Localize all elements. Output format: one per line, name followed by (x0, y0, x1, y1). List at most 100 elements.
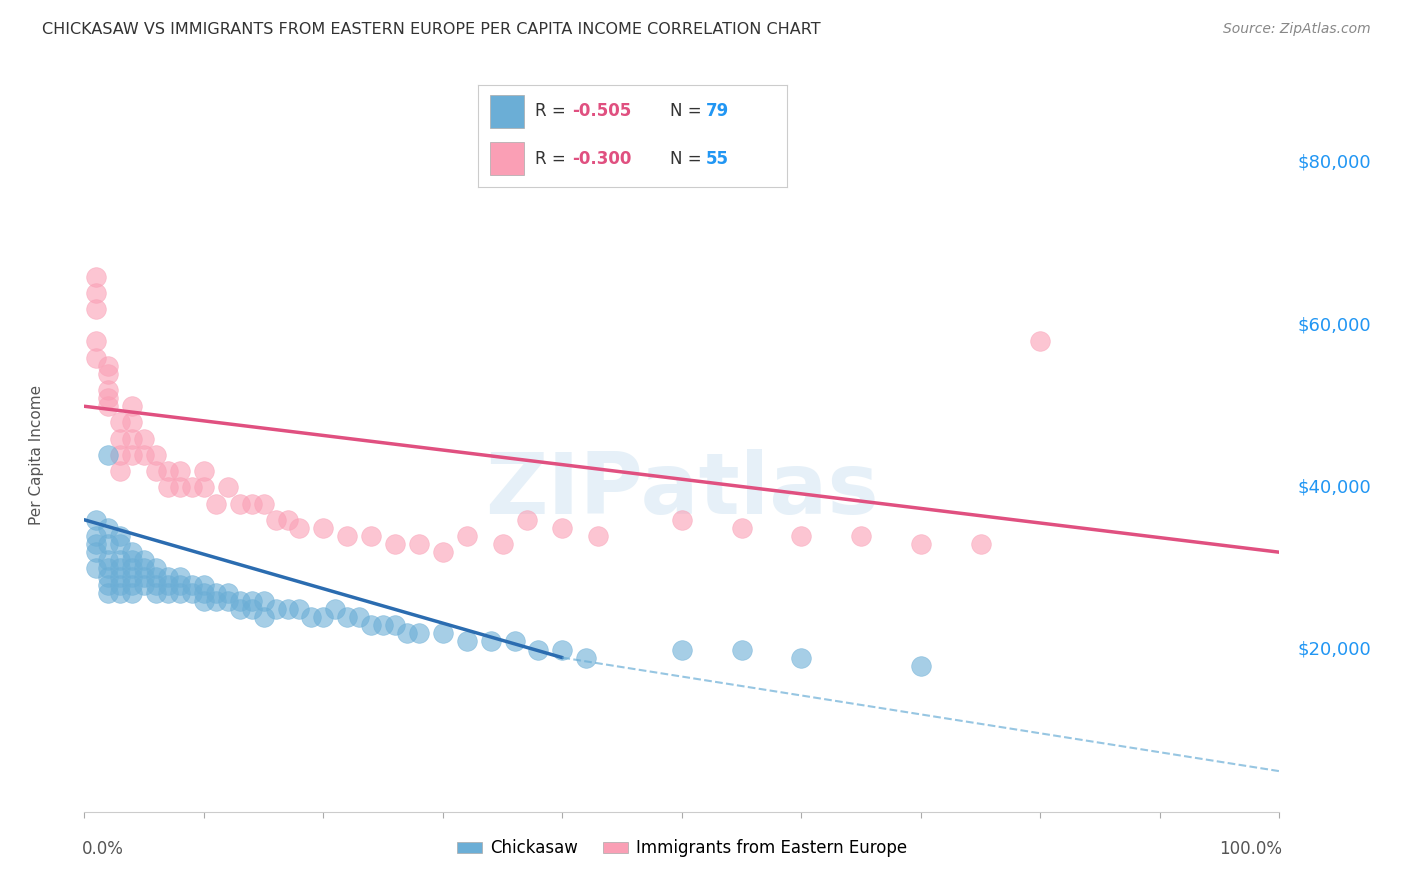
Point (276, 513, 298, 527)
Point (180, 480, 202, 494)
Text: -0.300: -0.300 (572, 150, 631, 168)
Point (97, 569, 120, 583)
Text: -0.505: -0.505 (572, 103, 631, 120)
Point (121, 553, 143, 567)
Point (84, 351, 107, 365)
Point (515, 513, 537, 527)
Point (849, 529, 872, 543)
Point (312, 610, 335, 624)
Bar (491, 95, 524, 128)
Point (671, 642, 693, 657)
Point (253, 610, 276, 624)
Text: 100.0%: 100.0% (1219, 840, 1282, 858)
Point (228, 594, 252, 608)
Point (384, 618, 406, 632)
Point (121, 399, 143, 413)
Point (288, 602, 311, 616)
Point (432, 545, 454, 559)
Point (180, 577, 202, 591)
Point (145, 577, 167, 591)
Point (551, 521, 574, 535)
Text: R =: R = (536, 150, 571, 168)
Point (97, 448, 120, 462)
Point (588, 529, 610, 543)
Point (132, 577, 156, 591)
Point (492, 537, 515, 551)
Text: N =: N = (669, 150, 707, 168)
Point (169, 464, 191, 478)
Legend: Chickasaw, Immigrants from Eastern Europe: Chickasaw, Immigrants from Eastern Europ… (450, 833, 914, 864)
Point (731, 521, 754, 535)
Point (205, 586, 228, 600)
Point (97, 537, 120, 551)
Point (790, 650, 813, 665)
Text: 55: 55 (706, 150, 728, 168)
Point (145, 561, 167, 575)
Point (349, 610, 371, 624)
Text: $60,000: $60,000 (1298, 316, 1371, 334)
Point (145, 586, 167, 600)
Point (396, 626, 419, 640)
Text: $20,000: $20,000 (1298, 640, 1371, 658)
Text: 0.0%: 0.0% (82, 840, 124, 858)
Point (240, 602, 263, 616)
Point (312, 521, 335, 535)
Text: Source: ZipAtlas.com: Source: ZipAtlas.com (1223, 22, 1371, 37)
Point (97, 367, 120, 381)
Point (371, 618, 394, 632)
Point (456, 634, 478, 648)
Point (110, 561, 132, 575)
Point (193, 480, 215, 494)
Point (84, 561, 107, 575)
Point (193, 577, 215, 591)
Point (84, 285, 107, 300)
Point (97, 383, 120, 397)
Point (240, 594, 263, 608)
Point (205, 497, 228, 511)
Text: R =: R = (536, 103, 571, 120)
Point (671, 513, 693, 527)
Point (121, 416, 143, 430)
Point (575, 650, 598, 665)
Point (408, 537, 430, 551)
Point (84, 334, 107, 349)
Point (84, 269, 107, 284)
Point (121, 577, 143, 591)
Point (360, 529, 382, 543)
Point (228, 602, 252, 616)
Point (84, 513, 107, 527)
Point (264, 602, 287, 616)
Bar (491, 142, 524, 175)
Point (360, 618, 382, 632)
Point (253, 497, 276, 511)
Point (97, 521, 120, 535)
Point (121, 432, 143, 446)
Point (217, 586, 239, 600)
Point (110, 416, 132, 430)
Point (910, 658, 932, 673)
Point (97, 586, 120, 600)
Point (132, 561, 156, 575)
Point (551, 642, 574, 657)
Point (970, 537, 993, 551)
Point (408, 626, 430, 640)
Point (110, 586, 132, 600)
Point (145, 448, 167, 462)
Point (121, 545, 143, 559)
Point (145, 569, 167, 583)
Point (121, 561, 143, 575)
Point (384, 537, 406, 551)
Text: N =: N = (669, 103, 707, 120)
Point (110, 529, 132, 543)
Point (121, 586, 143, 600)
Point (110, 432, 132, 446)
Point (157, 480, 180, 494)
Point (288, 521, 311, 535)
Point (169, 577, 191, 591)
Point (121, 448, 143, 462)
Point (217, 594, 239, 608)
Point (1029, 334, 1052, 349)
Text: Per Capita Income: Per Capita Income (30, 384, 44, 525)
Text: $80,000: $80,000 (1298, 154, 1371, 172)
Point (323, 602, 346, 616)
